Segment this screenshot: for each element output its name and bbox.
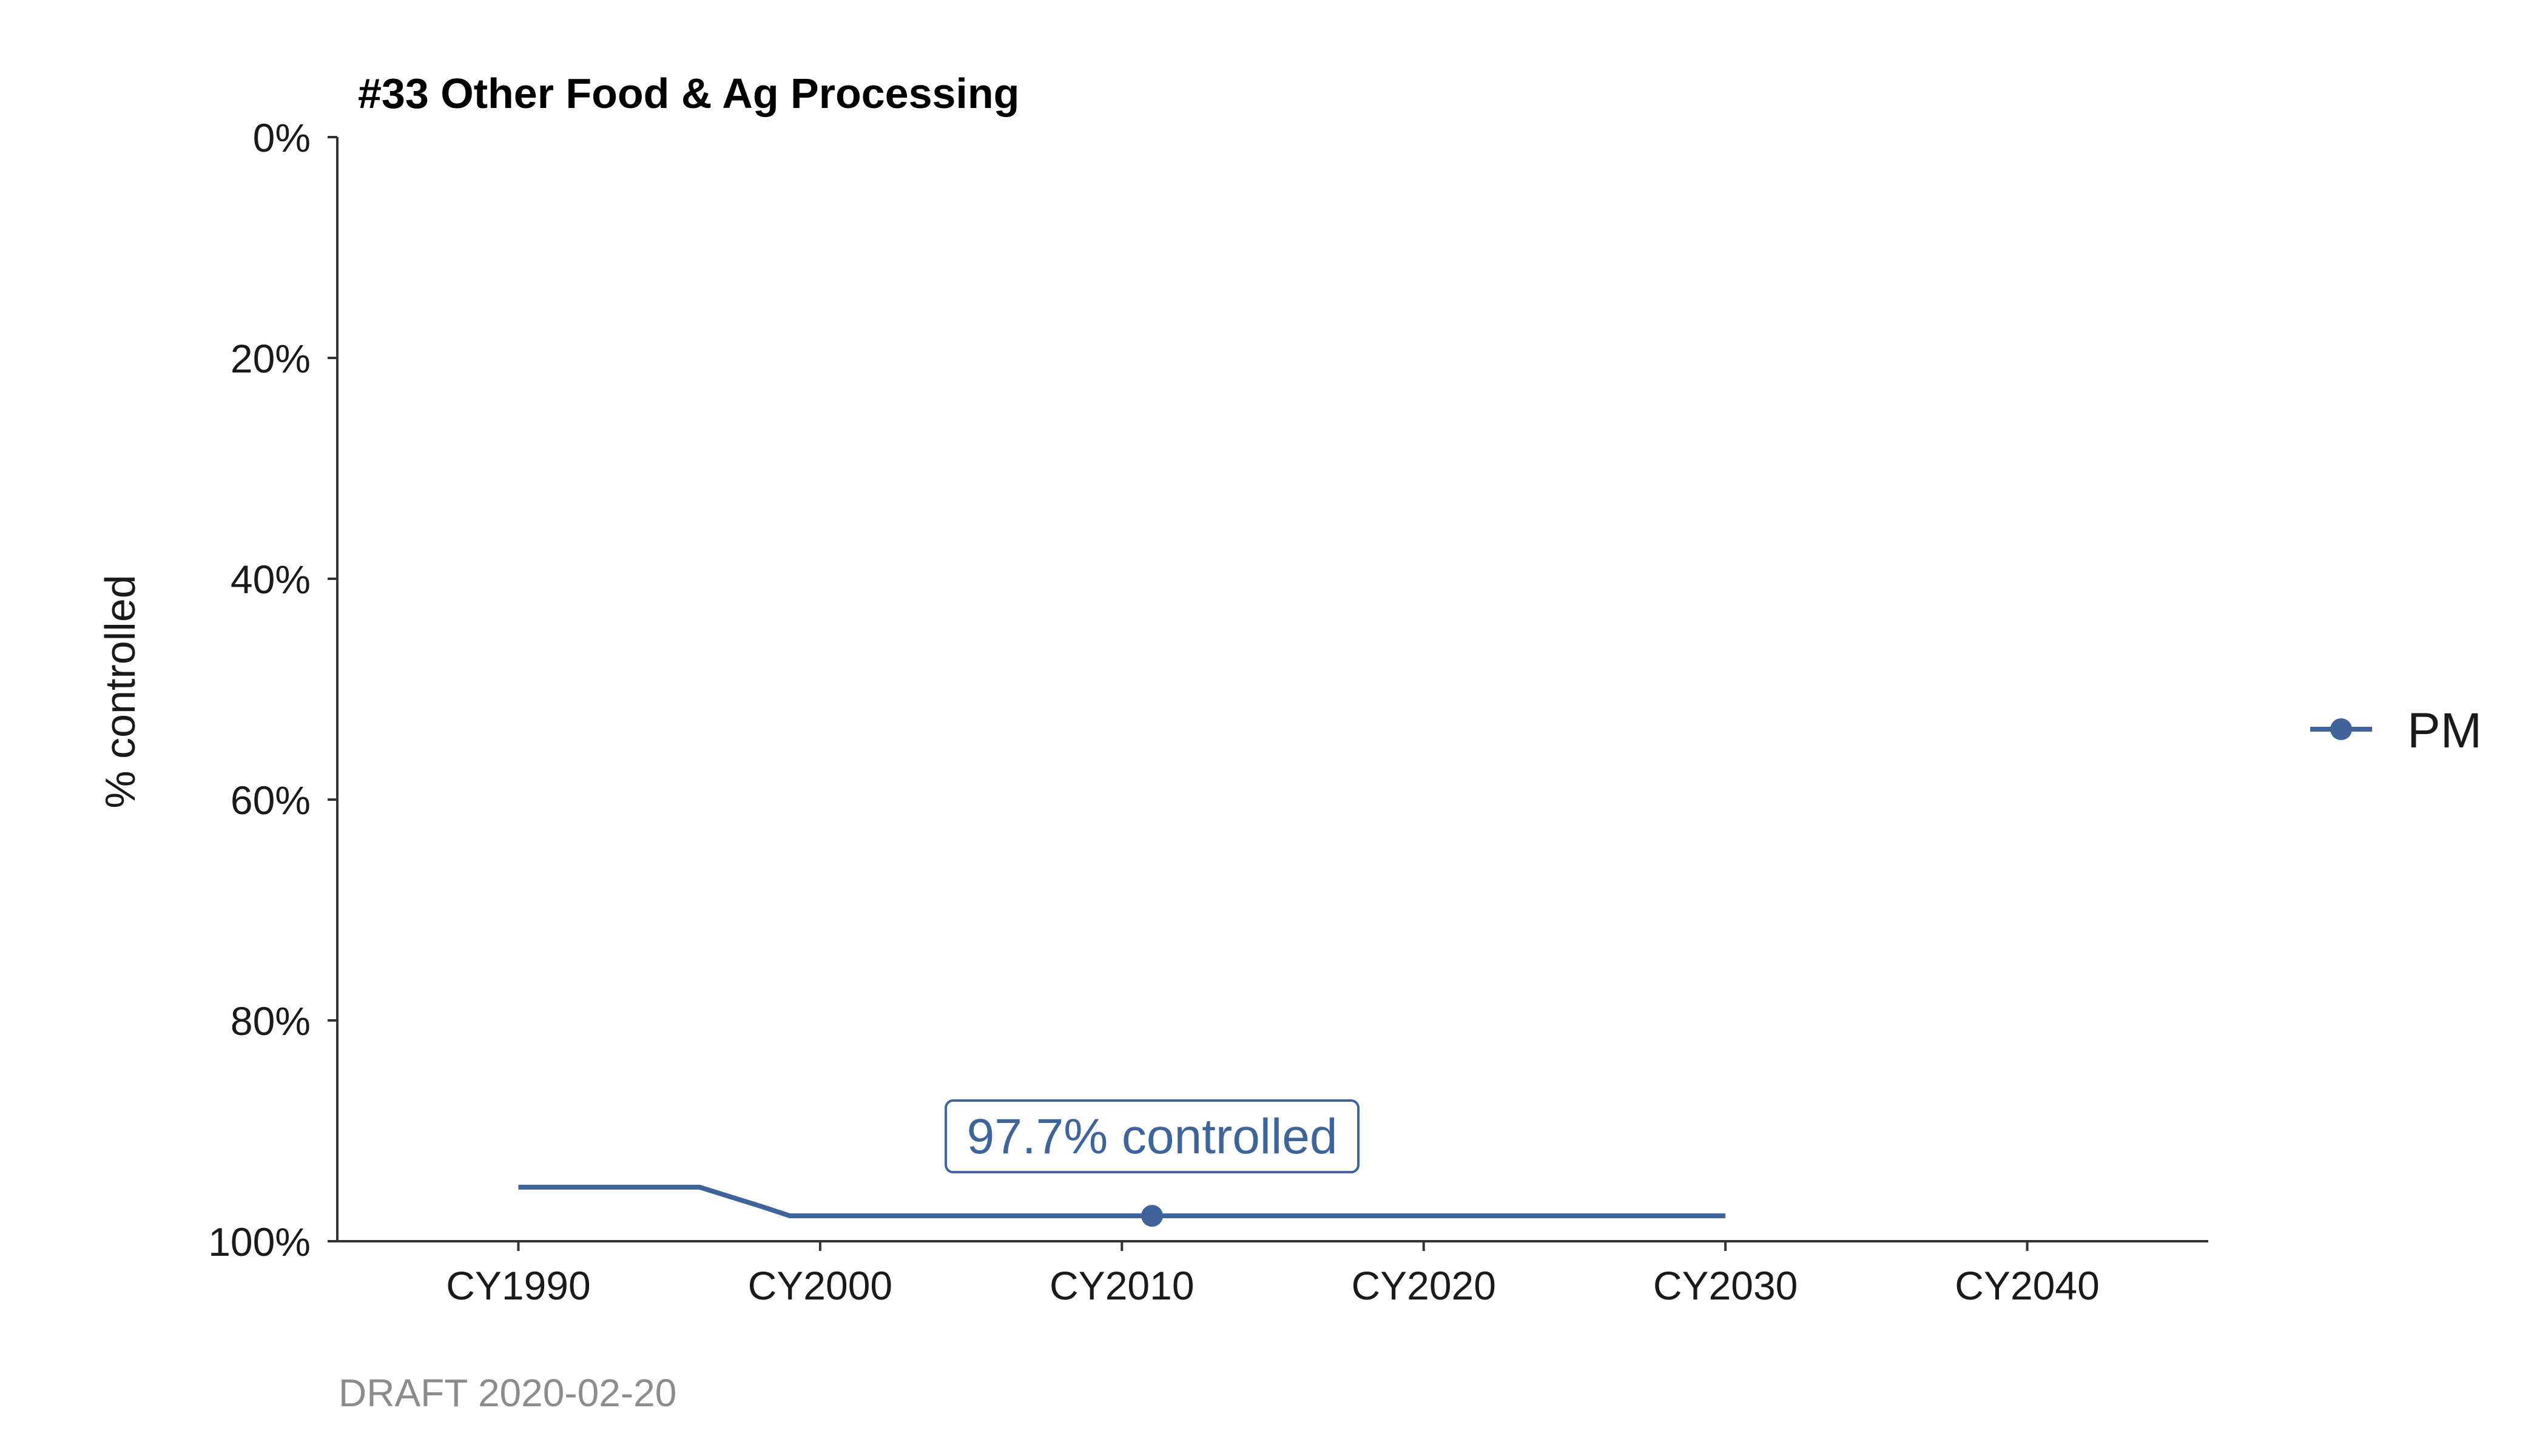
x-tick-label: CY2020 [1351, 1263, 1496, 1308]
y-axis-label: % controlled [96, 575, 144, 808]
x-tick-label: CY1990 [446, 1263, 591, 1308]
annotation-label: 97.7% controlled [967, 1109, 1338, 1164]
series-line-pm [518, 1184, 1726, 1219]
y-tick-label: 80% [231, 999, 311, 1043]
highlight-point [1141, 1205, 1164, 1227]
x-tick-label: CY2040 [1955, 1263, 2100, 1308]
legend-label-pm: PM [2407, 703, 2482, 758]
y-tick-label: 0% [253, 115, 311, 160]
y-tick-label: 60% [231, 778, 311, 823]
x-axis: CY1990 CY2000 CY2010 CY2020 CY2030 CY2040 [337, 1240, 2208, 1308]
series-layer [518, 1184, 1726, 1227]
y-tick-label: 40% [231, 557, 311, 602]
y-tick-label: 20% [231, 336, 311, 381]
x-tick-label: CY2010 [1050, 1263, 1195, 1308]
annotation-layer: 97.7% controlled [945, 1099, 1360, 1174]
chart-title: #33 Other Food & Ag Processing [358, 70, 1019, 117]
annotation-box [945, 1099, 1360, 1174]
y-axis: 0% 20% 40% 60% 80% 100% [208, 115, 339, 1264]
y-tick-label: 100% [208, 1219, 311, 1264]
legend-marker-pm [2330, 718, 2352, 740]
legend: PM [2310, 703, 2482, 758]
draft-caption: DRAFT 2020-02-20 [339, 1371, 676, 1415]
x-tick-label: CY2000 [748, 1263, 893, 1308]
x-tick-label: CY2030 [1653, 1263, 1798, 1308]
